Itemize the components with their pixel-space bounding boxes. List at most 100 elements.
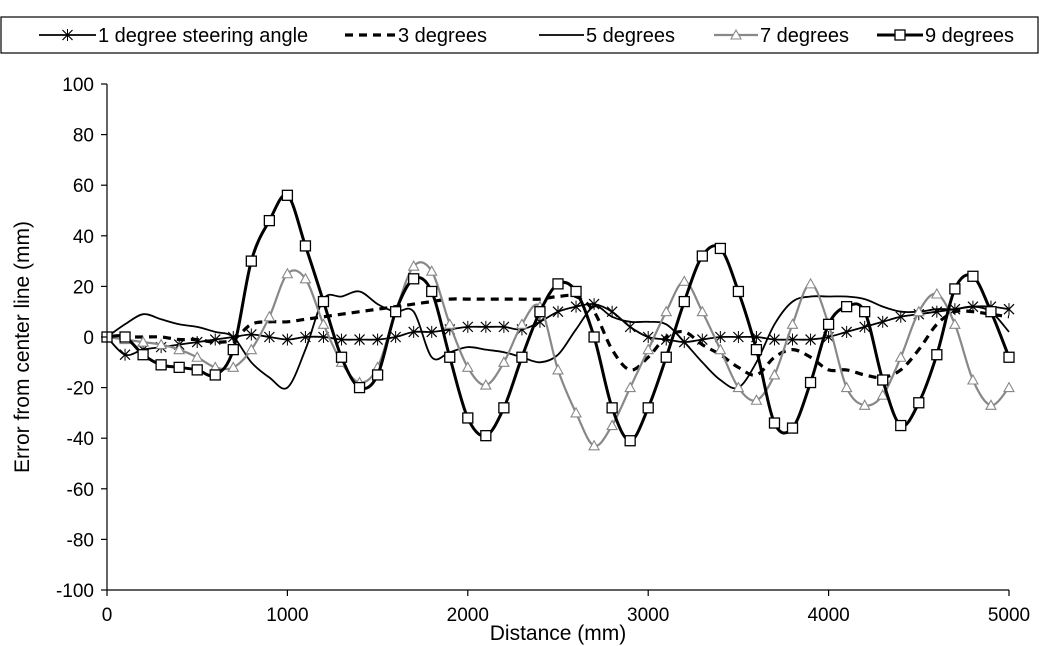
data-point (750, 394, 763, 405)
data-point (588, 439, 601, 451)
data-point (281, 189, 294, 201)
data-point (912, 305, 925, 317)
data-point (408, 325, 420, 338)
data-point (660, 305, 673, 317)
data-point (281, 333, 293, 346)
legend: 1 degree steering angle 3 degrees 5 degree… (0, 16, 1039, 54)
data-point (606, 419, 619, 431)
data-point (804, 376, 817, 389)
data-point (408, 273, 420, 285)
data-point (462, 320, 474, 333)
data-point (299, 240, 312, 252)
legend-label: 3 degrees (398, 25, 487, 47)
data-point (750, 343, 763, 356)
data-point (263, 214, 276, 227)
data-point (390, 331, 402, 343)
series-line (106, 290, 1010, 390)
series-2 (106, 293, 1010, 380)
data-point (570, 406, 582, 418)
data-point (895, 310, 907, 323)
data-point (425, 265, 438, 276)
data-point (606, 402, 618, 414)
data-point (877, 374, 889, 386)
data-point (1003, 303, 1015, 316)
data-point (822, 318, 835, 331)
x-tick-label: 3000 (627, 605, 669, 626)
data-point (426, 285, 438, 298)
data-point (588, 331, 600, 343)
data-point (859, 306, 871, 318)
data-point (353, 381, 366, 394)
y-tick-label: 0 (83, 328, 94, 349)
x-tick-label: 1000 (266, 605, 308, 626)
data-point (804, 277, 817, 289)
data-point (894, 351, 907, 362)
legend-marker (730, 28, 742, 40)
y-tick-label: -60 (67, 480, 94, 501)
data-point (552, 305, 564, 318)
data-point (407, 260, 420, 271)
data-point (444, 351, 456, 363)
data-point (552, 278, 564, 290)
y-tick-label: -100 (56, 581, 94, 602)
y-tick-label: 100 (62, 75, 94, 96)
data-point (263, 310, 276, 322)
legend-label: 1 degree steering angle (98, 25, 308, 47)
legend-entry: 3 degrees (345, 25, 487, 47)
data-point (137, 349, 149, 361)
data-point (624, 381, 637, 393)
legend-entry: 1 degree steering angle (39, 25, 308, 47)
data-point (570, 300, 582, 313)
y-tick-label: 60 (73, 176, 94, 197)
data-point (515, 318, 528, 329)
data-point (119, 348, 131, 361)
data-point (426, 325, 438, 338)
data-point (769, 333, 780, 346)
data-point (913, 397, 925, 409)
data-point (967, 270, 979, 282)
data-point (985, 306, 997, 318)
plot-area (101, 189, 1015, 451)
y-tick-label: -20 (67, 379, 94, 400)
data-point (461, 361, 474, 372)
data-point (497, 356, 510, 367)
data-point (281, 267, 294, 279)
legend-label: 5 degrees (586, 25, 675, 47)
data-point (317, 295, 330, 308)
data-point (895, 419, 907, 432)
y-tick-label: -40 (67, 429, 94, 450)
data-point (876, 389, 889, 400)
data-point (714, 343, 727, 355)
data-point (552, 363, 564, 375)
data-point (732, 331, 744, 343)
data-point (462, 412, 474, 424)
data-point (966, 373, 979, 385)
data-point (191, 351, 204, 362)
data-point (191, 364, 203, 376)
data-point (119, 331, 131, 343)
data-point (1003, 351, 1015, 363)
data-point (245, 343, 258, 355)
data-point (877, 315, 889, 328)
data-point (516, 351, 528, 363)
data-point (948, 318, 961, 329)
data-point (389, 306, 402, 318)
x-tick-label: 4000 (807, 605, 849, 626)
series-line (106, 293, 1010, 380)
data-point (696, 250, 708, 262)
data-point (534, 306, 546, 318)
data-point (841, 325, 853, 338)
data-point (317, 318, 330, 329)
data-point (930, 287, 943, 299)
legend-entry: 5 degrees (539, 25, 675, 47)
legend-label: 9 degrees (925, 25, 1014, 47)
data-point (173, 343, 186, 355)
data-point (498, 402, 510, 414)
data-point (642, 402, 654, 414)
data-point (336, 333, 347, 346)
data-point (227, 361, 240, 372)
data-point (173, 361, 185, 374)
y-tick-label: -80 (67, 530, 94, 551)
data-point (786, 318, 799, 329)
